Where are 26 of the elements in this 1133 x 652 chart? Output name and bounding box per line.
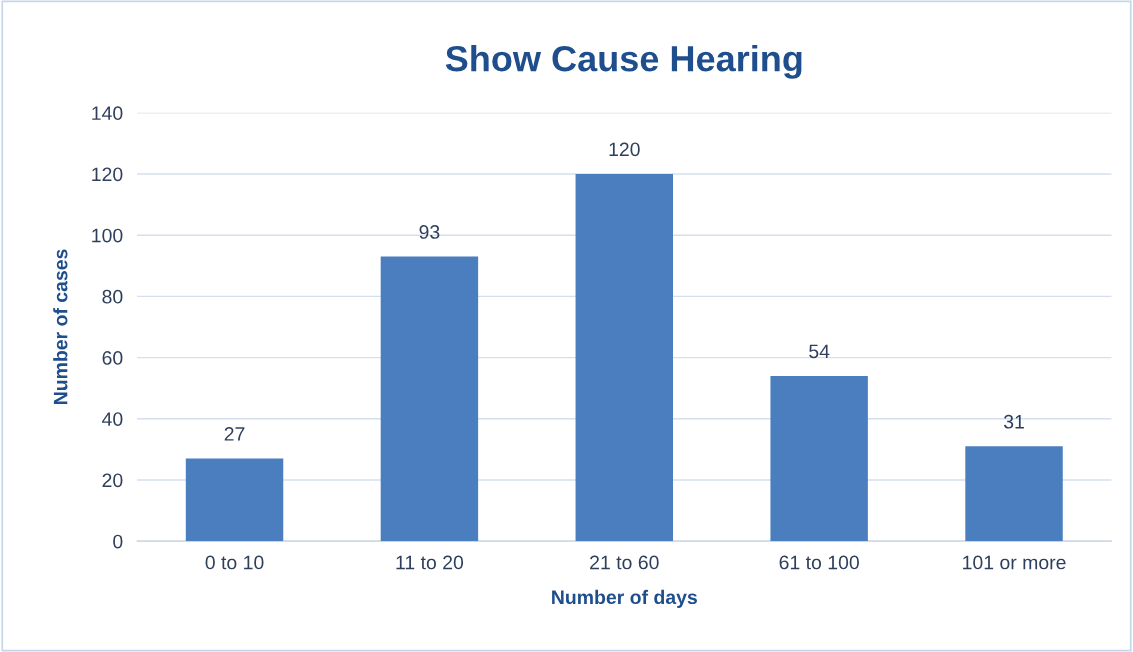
data-label: 93 [419,225,440,239]
y-tick-label: 40 [102,412,123,427]
data-label: 120 [609,142,640,157]
x-tick-label: 0 to 10 [205,555,264,570]
y-tick-label: 100 [92,228,123,243]
bar [575,173,673,542]
x-tick-label: 11 to 20 [396,555,464,570]
bar [770,375,868,542]
bar [185,458,284,542]
y-axis-title: Number of cases [53,249,68,405]
x-tick-label: 21 to 60 [590,555,659,570]
x-axis-title: Number of days [552,589,697,608]
bar [380,256,479,542]
y-tick-label: 60 [102,351,123,365]
data-label: 31 [1003,414,1024,429]
chart-title: Show Cause Hearing [445,44,802,79]
y-tick-label: 80 [102,289,123,304]
x-tick-label: 101 or more [963,555,1066,570]
x-tick-label: 61 to 100 [779,555,859,570]
y-tick-label: 140 [92,106,123,121]
data-label: 27 [224,427,245,441]
data-label: 54 [809,344,830,359]
bar [965,446,1063,542]
y-tick-label: 20 [102,473,123,488]
y-tick-label: 0 [113,534,123,549]
y-tick-label: 120 [92,167,123,182]
